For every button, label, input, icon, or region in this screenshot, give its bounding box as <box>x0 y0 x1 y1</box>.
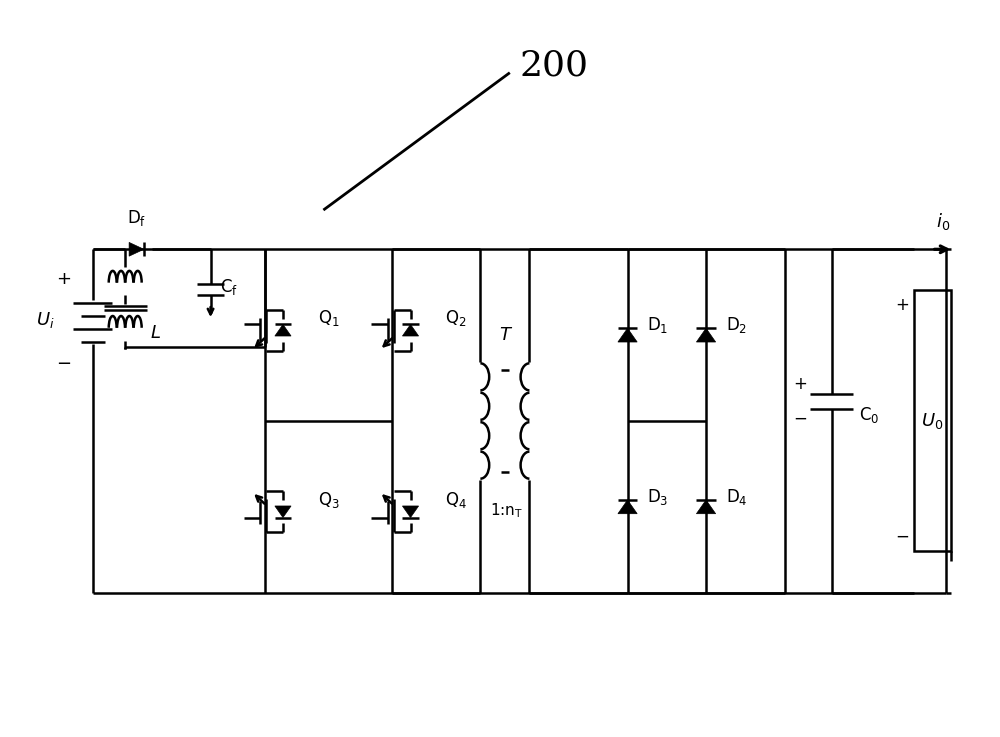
Text: +: + <box>56 270 71 287</box>
Text: +: + <box>793 374 807 393</box>
Polygon shape <box>618 328 637 342</box>
Text: D$_4$: D$_4$ <box>726 487 747 507</box>
Text: D$_3$: D$_3$ <box>647 487 669 507</box>
Text: D$_1$: D$_1$ <box>647 315 669 335</box>
Text: −: − <box>895 528 909 546</box>
Text: C$_\mathrm{f}$: C$_\mathrm{f}$ <box>220 276 238 296</box>
Text: T: T <box>499 326 510 344</box>
Text: Q$_4$: Q$_4$ <box>445 490 467 510</box>
Text: +: + <box>895 296 909 314</box>
Text: Q$_1$: Q$_1$ <box>318 309 339 329</box>
Text: i$_0$: i$_0$ <box>936 211 951 231</box>
Text: C$_0$: C$_0$ <box>859 405 879 425</box>
Text: D$_\mathrm{f}$: D$_\mathrm{f}$ <box>127 208 146 228</box>
Text: U$_0$: U$_0$ <box>921 411 944 431</box>
Text: 1:n$_\mathrm{T}$: 1:n$_\mathrm{T}$ <box>490 501 523 520</box>
Text: Q$_3$: Q$_3$ <box>318 490 339 510</box>
Polygon shape <box>696 328 716 342</box>
Text: −: − <box>793 410 807 428</box>
Polygon shape <box>618 500 637 514</box>
Polygon shape <box>275 506 291 517</box>
Text: 200: 200 <box>519 48 588 82</box>
Text: Q$_2$: Q$_2$ <box>445 309 467 329</box>
Text: U$_i$: U$_i$ <box>36 310 55 330</box>
Text: −: − <box>56 355 71 373</box>
Polygon shape <box>275 324 291 336</box>
Bar <box>914 290 951 551</box>
Polygon shape <box>402 506 419 517</box>
Text: L: L <box>151 324 161 342</box>
Polygon shape <box>402 324 419 336</box>
Text: D$_2$: D$_2$ <box>726 315 747 335</box>
Polygon shape <box>129 242 144 256</box>
Polygon shape <box>696 500 716 514</box>
